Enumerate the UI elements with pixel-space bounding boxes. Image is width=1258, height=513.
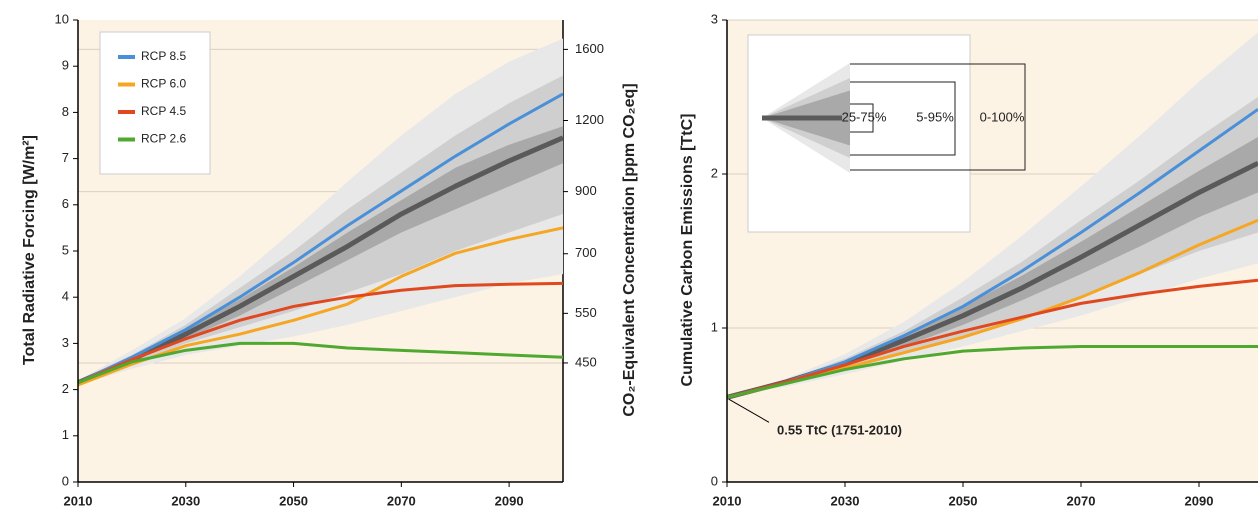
range-band [78, 38, 563, 385]
y2-tick-label: 450 [575, 354, 597, 369]
y-tick-label: 0 [62, 473, 69, 488]
median-line [78, 135, 563, 385]
y2-tick-label: 550 [575, 305, 597, 320]
legend-bracket [850, 103, 874, 133]
legend-label: 0-100% [980, 109, 1025, 124]
y-tick-label: 6 [62, 196, 69, 211]
series-line [78, 281, 563, 385]
y-tick-label: 3 [62, 335, 69, 350]
legend-box [747, 34, 971, 233]
legend-label: RCP 2.6 [141, 132, 186, 146]
x-tick-label: 2090 [1185, 493, 1214, 508]
legend-label: RCP 8.5 [141, 49, 186, 63]
range-band [78, 75, 563, 385]
y2-axis-label: CO₂-Equivalent Concentration [ppm CO₂eq] [621, 83, 638, 416]
y-tick-label: 5 [62, 242, 69, 257]
series-line [78, 92, 563, 385]
y-tick-label: 2 [711, 165, 718, 180]
y2-tick-label: 1200 [575, 112, 604, 127]
x-tick-label: 2090 [495, 493, 524, 508]
legend-label: 5-95% [916, 109, 954, 124]
y-axis-label: Total Radiative Forcing [W/m²] [21, 135, 38, 365]
annotation: 0.55 TtC (1751-2010) [777, 423, 902, 438]
y-tick-label: 7 [62, 150, 69, 165]
y-tick-label: 10 [55, 11, 69, 26]
y-tick-label: 0 [711, 473, 718, 488]
series-line [727, 344, 1258, 399]
x-tick-label: 2010 [64, 493, 93, 508]
y-tick-label: 2 [62, 381, 69, 396]
legend-label: RCP 4.5 [141, 104, 186, 118]
legend-label: RCP 6.0 [141, 77, 186, 91]
x-tick-label: 2070 [387, 493, 416, 508]
y2-tick-label: 1600 [575, 41, 604, 56]
x-tick-label: 2050 [949, 493, 978, 508]
x-tick-label: 2030 [831, 493, 860, 508]
x-tick-label: 2030 [171, 493, 200, 508]
series-line [78, 341, 563, 385]
y-tick-label: 3 [711, 11, 718, 26]
y-tick-label: 4 [62, 289, 69, 304]
x-tick-label: 2010 [713, 493, 742, 508]
y-tick-label: 9 [62, 58, 69, 73]
y2-tick-label: 700 [575, 245, 597, 260]
x-tick-label: 2070 [1067, 493, 1096, 508]
range-band [78, 126, 563, 383]
annotation-pointer [728, 398, 770, 423]
legend-bracket [850, 63, 1026, 171]
x-tick-label: 2050 [279, 493, 308, 508]
y-axis-label: Cumulative Carbon Emissions [TtC] [679, 114, 696, 387]
y-tick-label: 1 [711, 319, 718, 334]
legend-label: 25-75% [842, 109, 887, 124]
range-band [727, 97, 1258, 398]
y-tick-label: 8 [62, 104, 69, 119]
y-tick-label: 1 [62, 427, 69, 442]
y2-tick-label: 900 [575, 183, 597, 198]
plot [78, 38, 563, 387]
series-line [727, 278, 1258, 399]
plot [727, 32, 1258, 400]
legend-bracket [850, 81, 956, 156]
